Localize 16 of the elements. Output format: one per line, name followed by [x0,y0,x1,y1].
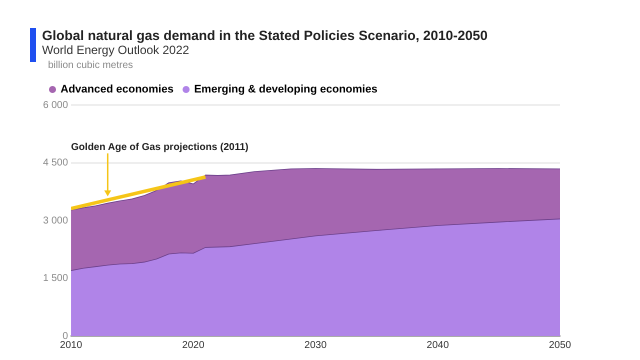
y-tick-label: 4 500 [42,158,68,168]
y-tick-label: 1 500 [42,273,68,284]
x-tick-label: 2010 [60,340,83,351]
x-tick-label: 2040 [426,340,450,351]
y-tick-label: 3 000 [42,215,68,226]
x-tick-label: 2020 [182,340,205,351]
y-axis-title: billion cubic metres [48,60,134,71]
x-tick-label: 2050 [548,340,572,351]
chart-title: Global natural gas demand in the Stated Policies Scenario, 2010-2050 [42,28,488,43]
y-tick-label: 6 000 [42,100,68,111]
annotation: Golden Age of Gas projections (2011) [71,142,248,154]
x-tick-label: 2030 [304,340,328,351]
chart-subtitle: World Energy Outlook 2022 [42,43,190,57]
legend-label: Advanced economies [60,84,174,96]
y-tick-label: 0 [62,330,68,342]
legend-label: Emerging & developing economies [194,84,378,96]
